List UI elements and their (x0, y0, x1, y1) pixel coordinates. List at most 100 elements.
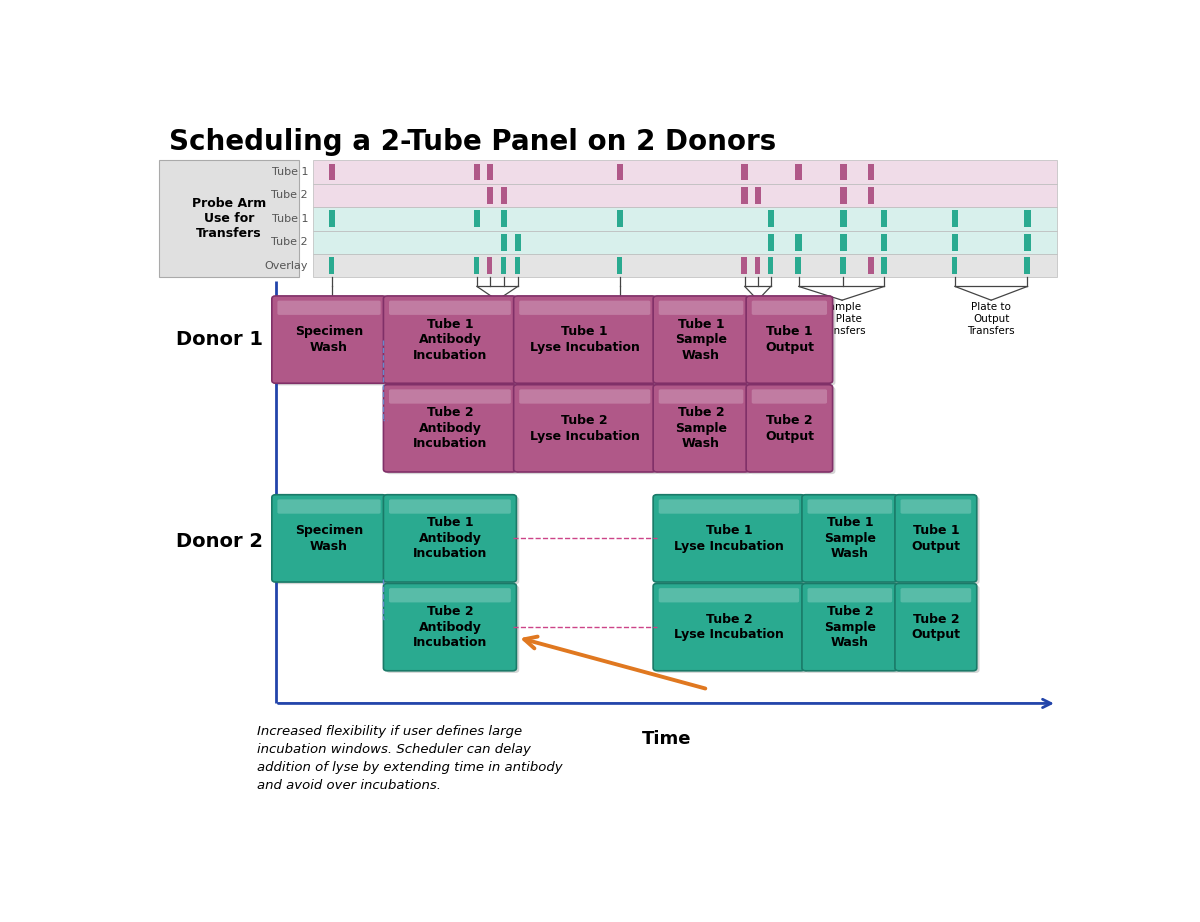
FancyBboxPatch shape (659, 301, 743, 315)
Bar (742, 257, 748, 274)
Bar (768, 257, 773, 274)
FancyBboxPatch shape (808, 500, 892, 514)
FancyBboxPatch shape (659, 389, 743, 404)
Bar (868, 257, 874, 274)
Text: Tube 1
Antibody
Incubation: Tube 1 Antibody Incubation (413, 317, 487, 361)
Bar (868, 163, 875, 181)
Bar (500, 210, 508, 228)
Bar (768, 210, 774, 228)
FancyBboxPatch shape (656, 387, 751, 474)
Bar (500, 257, 506, 274)
Bar (313, 183, 1057, 207)
FancyBboxPatch shape (386, 497, 520, 585)
Text: Tube 1
Lyse Incubation: Tube 1 Lyse Incubation (674, 524, 784, 552)
FancyBboxPatch shape (751, 301, 827, 315)
Text: Tube 2
Output: Tube 2 Output (764, 414, 814, 443)
FancyBboxPatch shape (656, 585, 808, 673)
Bar (1024, 257, 1030, 274)
Bar (474, 257, 479, 274)
Text: Tube 1: Tube 1 (271, 167, 308, 177)
FancyBboxPatch shape (653, 384, 749, 472)
FancyBboxPatch shape (275, 497, 389, 585)
Text: Sample to
Cell Wash
Transfers: Sample to Cell Wash Transfers (731, 301, 784, 337)
FancyBboxPatch shape (659, 500, 799, 514)
FancyBboxPatch shape (277, 500, 380, 514)
FancyBboxPatch shape (895, 495, 977, 582)
Text: Time: Time (642, 730, 691, 749)
FancyBboxPatch shape (749, 387, 835, 474)
FancyBboxPatch shape (805, 497, 900, 585)
Bar (329, 257, 334, 274)
FancyBboxPatch shape (900, 500, 971, 514)
Bar (742, 187, 748, 204)
Bar (515, 257, 520, 274)
Bar (1024, 234, 1031, 251)
FancyBboxPatch shape (386, 387, 520, 474)
Bar (500, 234, 508, 251)
FancyBboxPatch shape (384, 495, 516, 582)
Bar (329, 257, 334, 274)
FancyBboxPatch shape (659, 588, 799, 602)
Bar (500, 187, 508, 204)
Text: Tube 2
Lyse Incubation: Tube 2 Lyse Incubation (530, 414, 640, 443)
Text: Specimen
Cell Wash
Transfers: Specimen Cell Wash Transfers (306, 301, 358, 337)
FancyBboxPatch shape (808, 588, 892, 602)
Bar (881, 210, 888, 228)
Bar (840, 257, 846, 274)
FancyBboxPatch shape (746, 384, 833, 472)
Text: Tube 1
Sample
Wash: Tube 1 Sample Wash (824, 516, 876, 561)
Text: Tube 1: Tube 1 (271, 214, 308, 224)
Bar (796, 257, 802, 274)
FancyBboxPatch shape (802, 584, 898, 671)
FancyBboxPatch shape (895, 584, 977, 671)
FancyBboxPatch shape (749, 298, 835, 385)
FancyBboxPatch shape (805, 585, 900, 673)
FancyBboxPatch shape (802, 495, 898, 582)
Bar (796, 163, 802, 181)
Text: Tube 1
Antibody
Incubation: Tube 1 Antibody Incubation (413, 516, 487, 561)
Bar (329, 210, 335, 228)
FancyBboxPatch shape (384, 384, 516, 472)
FancyBboxPatch shape (516, 298, 659, 385)
Bar (840, 187, 846, 204)
Bar (796, 234, 802, 251)
Bar (796, 257, 802, 274)
Bar (840, 163, 846, 181)
Text: Tube 2
Antibody
Incubation: Tube 2 Antibody Incubation (413, 605, 487, 649)
Text: Specimen
Wash: Specimen Wash (295, 325, 364, 354)
Bar (840, 210, 846, 228)
Text: Tube 2
Antibody
Incubation: Tube 2 Antibody Incubation (413, 407, 487, 450)
FancyBboxPatch shape (160, 160, 299, 278)
FancyBboxPatch shape (751, 389, 827, 404)
FancyBboxPatch shape (900, 588, 971, 602)
FancyBboxPatch shape (275, 298, 389, 385)
Bar (768, 234, 774, 251)
Bar (952, 234, 958, 251)
Bar (515, 234, 521, 251)
Text: Donor 2: Donor 2 (176, 532, 263, 551)
Bar (313, 207, 1057, 230)
Bar (840, 257, 846, 274)
Text: Scheduling a 2-Tube Panel on 2 Donors: Scheduling a 2-Tube Panel on 2 Donors (168, 128, 776, 157)
Text: Tube 2
Lyse Incubation: Tube 2 Lyse Incubation (674, 613, 784, 642)
Text: Probe Arm
Use for
Transfers: Probe Arm Use for Transfers (192, 197, 266, 241)
FancyBboxPatch shape (386, 585, 520, 673)
Text: Donor 1: Donor 1 (176, 330, 263, 349)
FancyBboxPatch shape (384, 296, 516, 384)
Bar (755, 257, 760, 274)
Bar (868, 257, 874, 274)
FancyBboxPatch shape (746, 296, 833, 384)
Bar (487, 257, 492, 274)
Bar (474, 163, 480, 181)
FancyBboxPatch shape (520, 301, 650, 315)
Text: Increased flexibility if user defines large
incubation windows. Scheduler can de: Increased flexibility if user defines la… (257, 725, 563, 792)
Bar (474, 210, 480, 228)
Bar (329, 163, 335, 181)
Text: Tube 1
Output: Tube 1 Output (764, 325, 814, 354)
Bar (881, 257, 887, 274)
Bar (1024, 210, 1031, 228)
Bar (742, 257, 748, 274)
Bar (617, 163, 623, 181)
FancyBboxPatch shape (516, 387, 659, 474)
FancyBboxPatch shape (514, 384, 656, 472)
